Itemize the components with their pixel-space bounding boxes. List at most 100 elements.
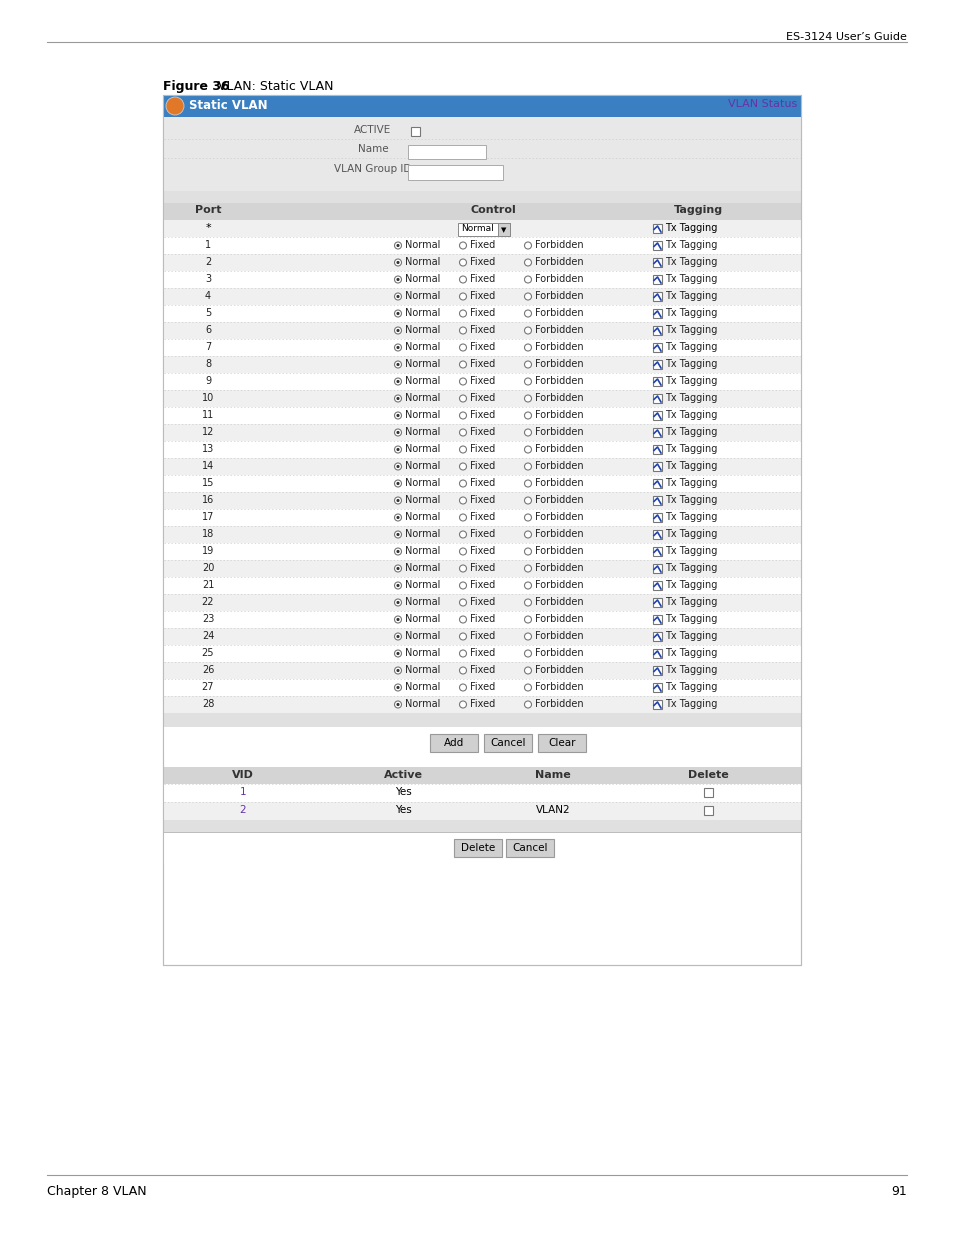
Circle shape — [459, 582, 466, 589]
Circle shape — [524, 496, 531, 504]
Circle shape — [396, 635, 399, 638]
Text: Forbidden: Forbidden — [535, 461, 583, 471]
Circle shape — [395, 634, 401, 640]
Text: Tx Tagging: Tx Tagging — [664, 224, 717, 233]
Circle shape — [524, 599, 531, 606]
Circle shape — [459, 701, 466, 708]
Text: Chapter 8 VLAN: Chapter 8 VLAN — [47, 1186, 147, 1198]
Text: Forbidden: Forbidden — [535, 631, 583, 641]
Text: Tx Tagging: Tx Tagging — [664, 375, 717, 387]
Circle shape — [524, 412, 531, 419]
Text: Normal: Normal — [405, 682, 440, 692]
Circle shape — [396, 550, 399, 553]
Text: Forbidden: Forbidden — [535, 308, 583, 317]
Text: Tx Tagging: Tx Tagging — [664, 664, 717, 676]
Bar — [163, 475, 801, 492]
Bar — [652, 429, 661, 437]
Text: Forbidden: Forbidden — [535, 597, 583, 606]
Bar — [163, 441, 801, 458]
Text: Forbidden: Forbidden — [535, 529, 583, 538]
Bar — [652, 258, 661, 267]
Circle shape — [459, 480, 466, 487]
Text: Fixed: Fixed — [470, 682, 495, 692]
Text: Normal: Normal — [405, 478, 440, 488]
Text: Forbidden: Forbidden — [535, 257, 583, 267]
Bar — [652, 479, 661, 488]
Bar — [652, 291, 661, 301]
Bar — [163, 832, 801, 864]
Circle shape — [524, 429, 531, 436]
Bar — [163, 338, 801, 356]
Text: ES-3124 User’s Guide: ES-3124 User’s Guide — [785, 32, 906, 42]
Text: Tx Tagging: Tx Tagging — [664, 342, 717, 352]
Text: Forbidden: Forbidden — [535, 342, 583, 352]
Text: Normal: Normal — [405, 445, 440, 454]
Bar — [163, 559, 801, 577]
Bar — [163, 356, 801, 373]
Circle shape — [396, 618, 399, 621]
Bar — [163, 408, 801, 424]
Text: Tx Tagging: Tx Tagging — [664, 291, 717, 301]
Text: Normal: Normal — [405, 359, 440, 369]
Circle shape — [459, 429, 466, 436]
Circle shape — [396, 363, 399, 366]
Circle shape — [395, 514, 401, 521]
Text: Forbidden: Forbidden — [535, 546, 583, 556]
Text: Yes: Yes — [395, 787, 411, 797]
Text: VLAN Status: VLAN Status — [727, 99, 796, 109]
Text: 17: 17 — [202, 513, 214, 522]
Circle shape — [395, 310, 401, 317]
Bar — [163, 220, 801, 237]
Text: 15: 15 — [202, 478, 214, 488]
Text: Figure 36: Figure 36 — [163, 80, 230, 93]
Bar — [454, 839, 501, 857]
Circle shape — [459, 412, 466, 419]
Text: Clear: Clear — [548, 739, 576, 748]
Text: Forbidden: Forbidden — [535, 291, 583, 301]
Circle shape — [395, 395, 401, 403]
Text: Normal: Normal — [405, 648, 440, 658]
Text: Tx Tagging: Tx Tagging — [664, 597, 717, 606]
Text: Forbidden: Forbidden — [535, 513, 583, 522]
Circle shape — [396, 567, 399, 571]
Circle shape — [524, 259, 531, 266]
Circle shape — [395, 531, 401, 538]
Text: 3: 3 — [205, 274, 211, 284]
Text: Normal: Normal — [405, 699, 440, 709]
Text: Normal: Normal — [405, 427, 440, 437]
Text: Normal: Normal — [405, 495, 440, 505]
Circle shape — [395, 378, 401, 385]
Text: Forbidden: Forbidden — [535, 274, 583, 284]
Bar — [652, 632, 661, 641]
Text: 2: 2 — [205, 257, 211, 267]
Text: Normal: Normal — [405, 631, 440, 641]
Text: 22: 22 — [201, 597, 214, 606]
Text: Normal: Normal — [405, 325, 440, 335]
Bar — [163, 543, 801, 559]
Text: 4: 4 — [205, 291, 211, 301]
Text: Fixed: Fixed — [470, 291, 495, 301]
Circle shape — [395, 582, 401, 589]
Bar — [163, 203, 801, 220]
Bar — [163, 424, 801, 441]
Circle shape — [459, 684, 466, 692]
Text: Normal: Normal — [405, 546, 440, 556]
Circle shape — [524, 293, 531, 300]
Text: Normal: Normal — [460, 224, 494, 233]
Text: Forbidden: Forbidden — [535, 359, 583, 369]
Text: Cancel: Cancel — [490, 739, 525, 748]
Bar — [163, 645, 801, 662]
Bar — [163, 288, 801, 305]
Bar — [652, 496, 661, 505]
Text: Fixed: Fixed — [470, 359, 495, 369]
Text: Normal: Normal — [405, 580, 440, 590]
Text: Tx Tagging: Tx Tagging — [664, 513, 717, 522]
Bar — [163, 270, 801, 288]
Text: 10: 10 — [202, 393, 213, 403]
Text: 20: 20 — [202, 563, 214, 573]
Circle shape — [459, 395, 466, 403]
Text: 2: 2 — [239, 805, 246, 815]
Text: Normal: Normal — [405, 393, 440, 403]
Text: 16: 16 — [202, 495, 213, 505]
Text: Fixed: Fixed — [470, 513, 495, 522]
